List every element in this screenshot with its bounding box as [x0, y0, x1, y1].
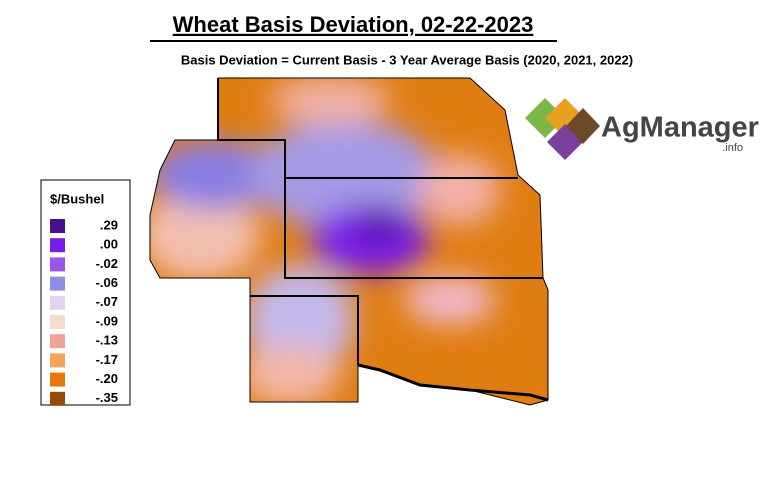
legend-label: -.07 [96, 294, 118, 309]
legend-swatch [50, 238, 65, 253]
legend-label: -.13 [96, 333, 118, 348]
logo: AgManager .info [525, 98, 759, 160]
legend-swatch [50, 257, 65, 272]
legend-swatch [50, 295, 65, 310]
legend-label: -.02 [96, 256, 118, 271]
logo-suffix: .info [722, 142, 743, 154]
legend-label: -.06 [96, 275, 118, 290]
state-borders [149, 77, 549, 406]
legend-title: $/Bushel [50, 191, 104, 206]
legend-label: -.20 [96, 371, 118, 386]
subtitle: Basis Deviation = Current Basis - 3 Year… [181, 52, 633, 67]
legend-swatch [50, 219, 65, 233]
legend-swatch [50, 372, 65, 387]
legend-swatch [50, 276, 65, 291]
legend-label: -.35 [96, 390, 118, 405]
legend-items: .29 .00 -.02 -.06 -.07 -.09 -.13 -.17 -.20 -.35 [50, 217, 118, 406]
title: Wheat Basis Deviation, 02-22-2023 [173, 12, 534, 37]
legend-label: .00 [100, 237, 118, 252]
legend-label: -.17 [96, 352, 118, 367]
legend-box [40, 179, 131, 406]
logo-name: AgManager [601, 112, 759, 144]
legend-swatch [50, 334, 65, 349]
legend-label: .29 [100, 217, 118, 232]
legend-label: -.09 [96, 313, 118, 328]
legend-swatch [50, 315, 65, 329]
basis-map [150, 78, 548, 405]
legend-swatch [50, 391, 65, 406]
legend-swatch [50, 353, 65, 368]
